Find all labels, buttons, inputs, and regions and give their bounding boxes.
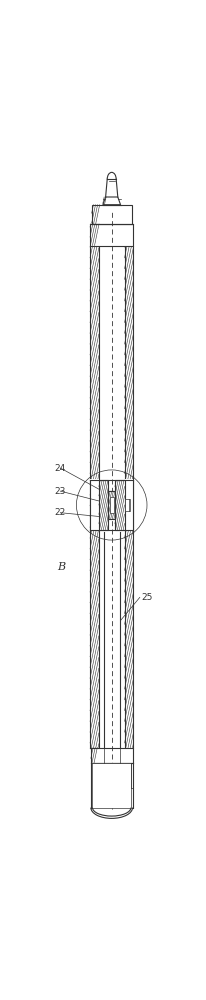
Text: 24: 24 <box>54 464 66 473</box>
Bar <box>90 224 133 246</box>
Bar <box>108 491 115 519</box>
Bar <box>124 499 130 511</box>
Bar <box>109 497 113 513</box>
Bar <box>98 246 124 748</box>
Bar <box>114 480 124 530</box>
Text: 23: 23 <box>54 487 66 496</box>
Text: B: B <box>57 562 65 572</box>
Bar <box>98 480 108 530</box>
Bar <box>90 479 98 531</box>
Polygon shape <box>102 197 120 205</box>
Bar <box>91 205 131 224</box>
Text: 25: 25 <box>141 593 152 602</box>
Bar <box>124 479 133 531</box>
Bar <box>92 763 130 808</box>
Bar <box>90 748 132 763</box>
Text: 22: 22 <box>54 508 66 517</box>
